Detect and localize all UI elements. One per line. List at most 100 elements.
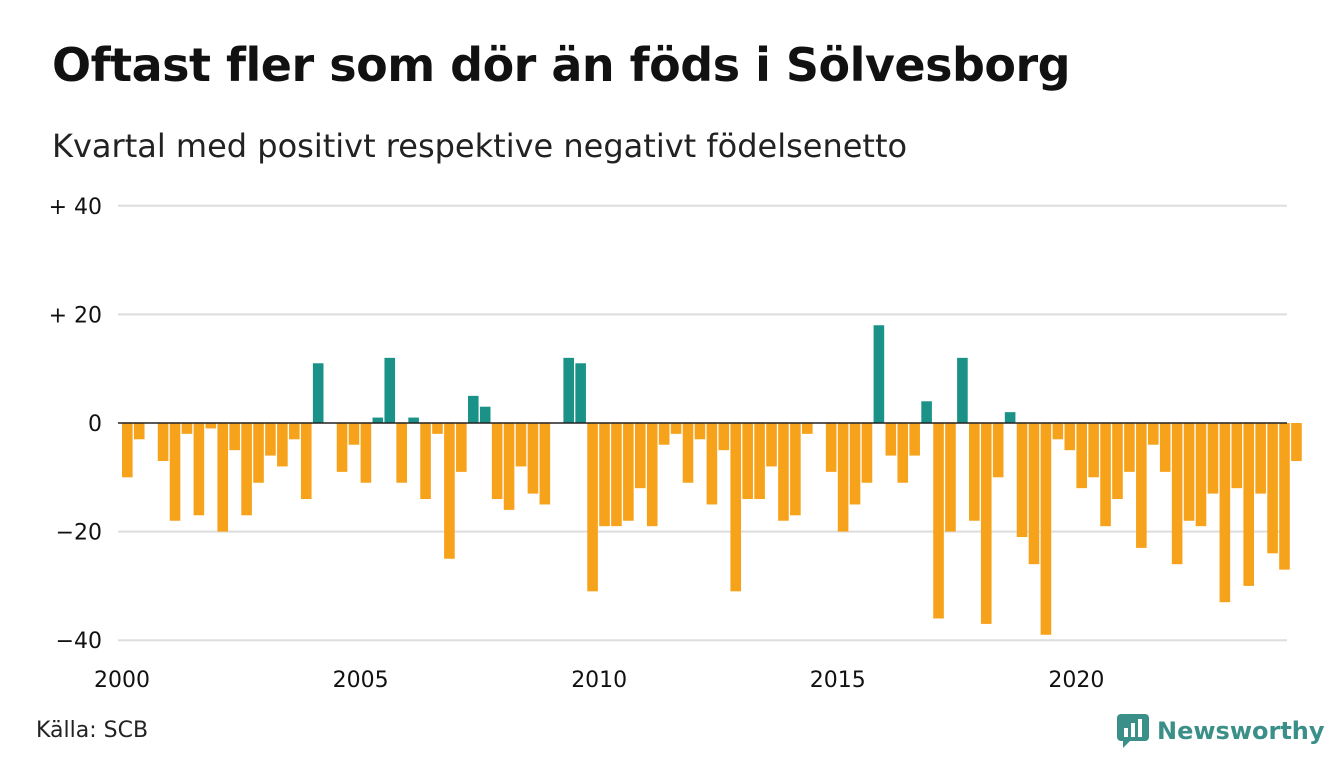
- bar-negative: [157, 423, 169, 462]
- x-tick-label: 2005: [333, 668, 389, 693]
- bar-negative: [587, 423, 598, 592]
- bar-negative: [277, 423, 288, 467]
- bar-negative: [515, 423, 527, 467]
- bar-negative: [1124, 423, 1135, 472]
- bars: [122, 325, 1302, 635]
- bar-positive: [479, 406, 491, 423]
- y-tick-label: + 20: [49, 303, 102, 328]
- x-axis-labels: 2000 2005 2010 2015 2020: [94, 668, 1104, 693]
- bar-negative: [706, 423, 718, 505]
- bar-negative: [742, 423, 753, 500]
- bar-negative: [861, 423, 873, 483]
- bar-positive: [563, 357, 575, 423]
- bar-negative: [217, 423, 229, 532]
- bar-negative: [682, 423, 694, 483]
- brand-name: Newsworthy: [1157, 717, 1325, 745]
- bar-negative: [348, 423, 360, 445]
- chart-subtitle: Kvartal med positivt respektive negativt…: [52, 127, 908, 165]
- bar-negative: [825, 423, 837, 472]
- bar-negative: [527, 423, 539, 494]
- bar-negative: [670, 423, 682, 434]
- bar-negative: [1100, 423, 1111, 527]
- bar-positive: [312, 363, 324, 423]
- bar-negative: [503, 423, 515, 510]
- bar-negative: [802, 423, 813, 434]
- bar-negative: [611, 423, 622, 527]
- bar-negative: [122, 423, 133, 478]
- bar-negative: [766, 423, 777, 467]
- bar-negative: [1195, 423, 1207, 527]
- newsworthy-logo-icon: [1117, 714, 1149, 748]
- x-tick-label: 2010: [571, 668, 627, 693]
- bar-negative: [897, 423, 909, 483]
- bar-negative: [694, 423, 706, 440]
- bar-negative: [1243, 423, 1255, 586]
- bar-negative: [634, 423, 646, 489]
- bar-positive: [384, 357, 396, 423]
- y-tick-label: −40: [56, 629, 102, 654]
- bar-negative: [718, 423, 730, 451]
- bar-negative: [1088, 423, 1099, 478]
- bar-negative: [754, 423, 765, 500]
- bar-positive: [873, 325, 885, 423]
- bar-negative: [1064, 423, 1076, 451]
- bar-negative: [969, 423, 980, 521]
- bar-negative: [623, 423, 634, 521]
- bar-negative: [396, 423, 407, 483]
- bar-negative: [289, 423, 300, 440]
- bar-negative: [1267, 423, 1278, 554]
- bar-negative: [1231, 423, 1243, 489]
- bar-positive: [575, 363, 586, 423]
- bar-negative: [1076, 423, 1087, 489]
- bar-negative: [980, 423, 992, 624]
- bar-negative: [432, 423, 443, 434]
- bar-negative: [646, 423, 658, 527]
- bar-negative: [1040, 423, 1052, 635]
- bar-positive: [957, 357, 968, 423]
- bar-positive: [1004, 412, 1016, 423]
- bar-negative: [1219, 423, 1231, 603]
- bar-negative: [491, 423, 503, 500]
- bar-negative: [181, 423, 193, 434]
- bar-negative: [539, 423, 551, 505]
- bar-chart: + 40 + 20 0 −20 −40 2000 2005 2010 2015 2020: [49, 195, 1302, 693]
- bar-positive: [408, 417, 419, 423]
- bar-negative: [336, 423, 348, 472]
- bar-negative: [1207, 423, 1219, 494]
- bar-negative: [1183, 423, 1195, 521]
- source-note: Källa: SCB: [36, 718, 149, 743]
- bar-negative: [169, 423, 181, 521]
- bar-negative: [253, 423, 264, 483]
- bar-negative: [1112, 423, 1123, 500]
- bar-negative: [1255, 423, 1266, 494]
- bar-negative: [885, 423, 897, 456]
- bar-negative: [730, 423, 742, 592]
- bar-negative: [992, 423, 1004, 478]
- bar-negative: [300, 423, 312, 500]
- bar-negative: [456, 423, 467, 472]
- bar-negative: [778, 423, 789, 521]
- bar-negative: [599, 423, 610, 527]
- bar-negative: [193, 423, 205, 516]
- bar-negative: [265, 423, 276, 456]
- bar-negative: [1016, 423, 1028, 538]
- bar-negative: [241, 423, 252, 516]
- bar-positive: [921, 401, 932, 423]
- bar-negative: [420, 423, 431, 500]
- bar-negative: [133, 423, 145, 440]
- y-tick-label: + 40: [49, 195, 102, 220]
- bar-negative: [909, 423, 920, 456]
- x-tick-label: 2020: [1048, 668, 1104, 693]
- bar-negative: [360, 423, 372, 483]
- bar-negative: [1291, 423, 1302, 462]
- bar-negative: [1171, 423, 1183, 565]
- bar-negative: [790, 423, 801, 516]
- chart-title: Oftast fler som dör än föds i Sölvesborg: [52, 38, 1071, 92]
- bar-negative: [205, 423, 217, 429]
- x-tick-label: 2015: [810, 668, 866, 693]
- bar-negative: [849, 423, 861, 505]
- y-tick-label: −20: [56, 521, 102, 546]
- bar-negative: [444, 423, 455, 559]
- bar-negative: [1052, 423, 1064, 440]
- x-tick-label: 2000: [94, 668, 150, 693]
